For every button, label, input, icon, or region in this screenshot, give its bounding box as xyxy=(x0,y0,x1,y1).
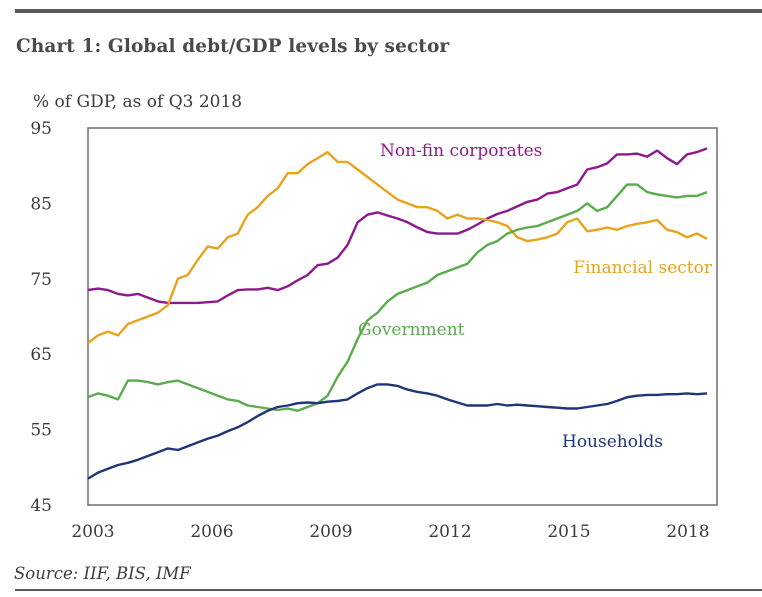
x-tick-label: 2003 xyxy=(71,522,114,542)
x-tick-label: 2012 xyxy=(428,522,471,542)
y-tick-label: 55 xyxy=(30,421,52,441)
chart-title: Chart 1: Global debt/GDP levels by secto… xyxy=(16,36,450,57)
bottom-rule xyxy=(15,589,762,591)
y-axis-ticks: 45 55 65 75 85 95 xyxy=(30,119,52,516)
top-rule xyxy=(15,9,762,13)
x-tick-label: 2018 xyxy=(666,522,709,542)
y-tick-label: 95 xyxy=(30,119,52,139)
y-tick-label: 85 xyxy=(30,194,52,214)
plot-frame xyxy=(87,127,718,506)
series-labels: Non-fin corporates Financial sector Govern… xyxy=(358,141,713,452)
y-tick-label: 75 xyxy=(30,270,52,290)
y-tick-label: 45 xyxy=(30,496,52,516)
x-tick-label: 2009 xyxy=(309,522,352,542)
x-axis-ticks: 2003 2006 2009 2012 2015 2018 xyxy=(71,522,709,542)
x-tick-label: 2006 xyxy=(190,522,233,542)
chart-subtitle: % of GDP, as of Q3 2018 xyxy=(33,92,243,112)
series-label-households: Households xyxy=(562,432,663,452)
source-note: Source: IIF, BIS, IMF xyxy=(14,564,191,583)
series-line-non-fin-corporates xyxy=(87,147,708,305)
series-label-non-fin-corporates: Non-fin corporates xyxy=(380,141,542,161)
y-tick-label: 65 xyxy=(30,345,52,365)
series-line-government xyxy=(87,183,708,412)
series-line-financial-sector xyxy=(87,150,708,344)
series-line-households xyxy=(87,383,708,480)
series-label-government: Government xyxy=(358,320,465,340)
series-label-financial-sector: Financial sector xyxy=(573,258,713,278)
x-tick-label: 2015 xyxy=(547,522,590,542)
series-lines xyxy=(87,147,708,480)
